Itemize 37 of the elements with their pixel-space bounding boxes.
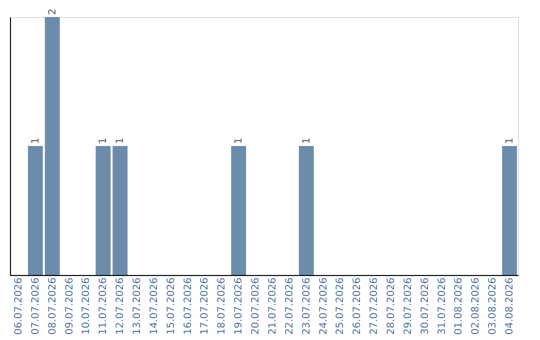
x-tick-label: 16.07.2026 (182, 278, 194, 335)
x-tick-label: 04.08.2026 (504, 278, 516, 335)
data-label: 1 (98, 138, 110, 144)
x-tick-label: 08.07.2026 (47, 278, 58, 335)
x-tick-label: 02.08.2026 (470, 278, 482, 335)
x-tick-label: 24.07.2026 (318, 278, 330, 335)
x-tick-label: 18.07.2026 (216, 278, 228, 335)
x-tick-label: 20.07.2026 (250, 278, 262, 335)
x-tick-label: 15.07.2026 (166, 278, 177, 335)
x-tick-label: 14.07.2026 (148, 278, 160, 335)
data-label: 1 (30, 138, 42, 144)
x-tick-label: 31.07.2026 (436, 278, 448, 335)
x-tick-label: 09.07.2026 (64, 278, 76, 335)
x-tick-label: 30.07.2026 (420, 278, 431, 335)
x-tick-label: 01.08.2026 (454, 278, 465, 335)
x-tick-label: 13.07.2026 (132, 278, 143, 335)
x-tick-label: 29.07.2026 (402, 278, 414, 335)
x-tick-label: 11.07.2026 (98, 278, 110, 335)
x-tick-label: 21.07.2026 (267, 278, 278, 335)
x-tick-label: 27.07.2026 (369, 278, 380, 335)
x-tick-label: 26.07.2026 (352, 278, 364, 335)
data-label: 2 (47, 8, 58, 15)
x-tick-label: 23.07.2026 (301, 278, 312, 335)
x-tick-label: 12.07.2026 (115, 278, 126, 335)
x-tick-label: 07.07.2026 (30, 278, 42, 335)
data-label: 1 (234, 138, 245, 144)
data-label: 1 (301, 138, 312, 144)
data-label: 1 (115, 138, 126, 144)
x-tick-label: 19.07.2026 (234, 278, 245, 335)
x-tick-label: 22.07.2026 (284, 278, 296, 335)
x-tick-label: 03.08.2026 (488, 278, 499, 335)
x-tick-label: 25.07.2026 (335, 278, 346, 335)
x-tick-label: 17.07.2026 (200, 278, 211, 335)
x-tick-label: 06.07.2026 (13, 278, 24, 335)
x-tick-label: 28.07.2026 (386, 278, 397, 335)
data-label: 1 (504, 138, 516, 144)
x-tick-label: 10.07.2026 (81, 278, 92, 335)
